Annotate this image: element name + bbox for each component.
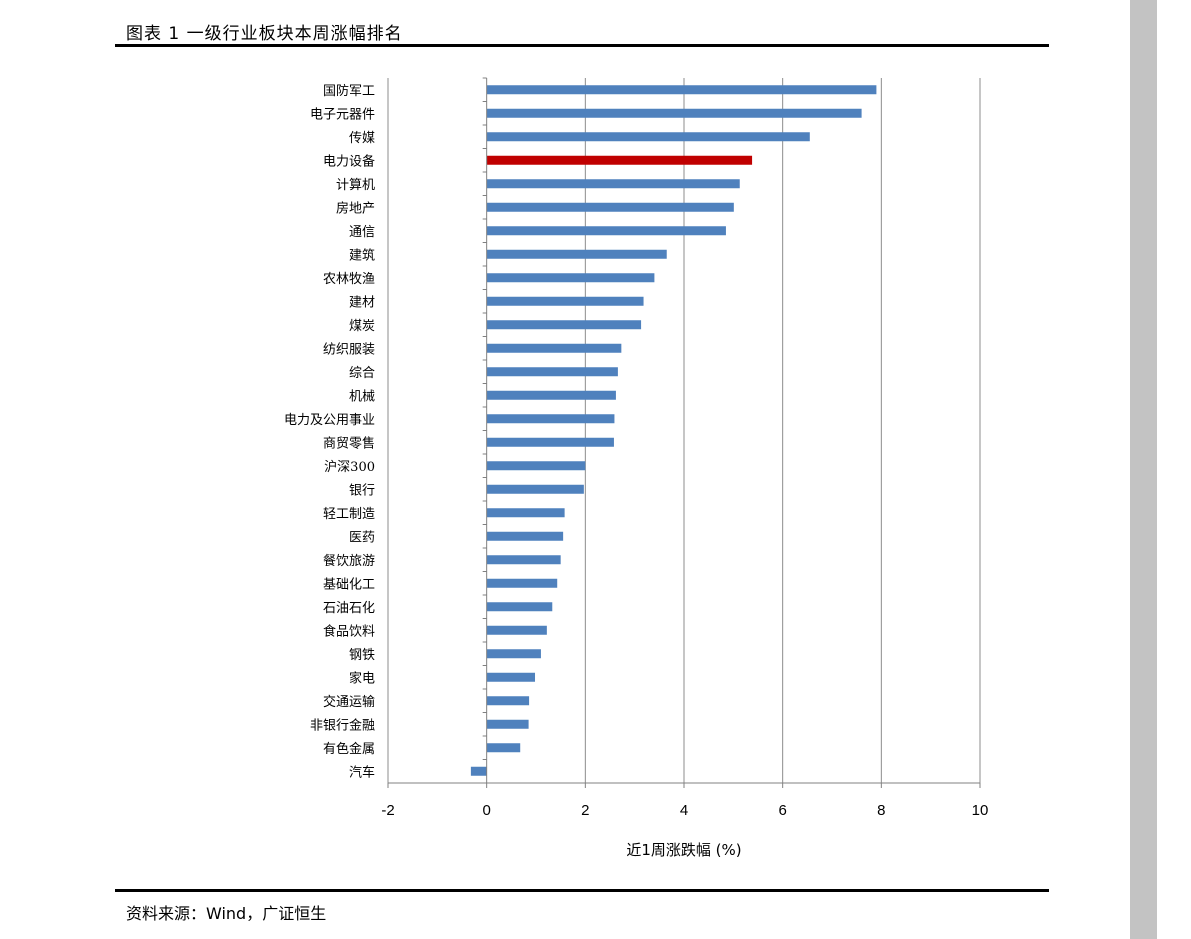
category-label: 钢铁	[349, 648, 375, 663]
category-label: 建筑	[349, 247, 375, 263]
bar	[486, 85, 877, 95]
category-label: 家电	[349, 670, 375, 686]
category-label: 商贸零售	[323, 435, 375, 451]
category-label: 机械	[349, 389, 375, 404]
bar	[486, 249, 667, 259]
bottom-rule	[115, 889, 1049, 892]
category-label: 基础化工	[323, 577, 375, 592]
x-tick-label: 4	[680, 802, 688, 819]
category-label: 医药	[349, 530, 375, 545]
category-label: 有色金属	[323, 741, 375, 757]
category-label: 食品饮料	[323, 623, 375, 639]
x-tick-label: -2	[381, 802, 394, 819]
bar	[486, 672, 536, 682]
bar	[486, 320, 642, 330]
bar	[486, 555, 561, 565]
category-label: 通信	[349, 225, 375, 240]
bar	[486, 132, 810, 142]
category-label: 综合	[349, 366, 375, 381]
bar	[486, 484, 584, 494]
bar	[486, 390, 616, 400]
category-label: 交通运输	[323, 694, 375, 710]
category-label: 建材	[349, 295, 375, 310]
bar	[486, 649, 541, 659]
category-label: 非银行金融	[310, 717, 375, 733]
source-note: 资料来源：Wind，广证恒生	[126, 904, 327, 923]
category-label: 沪深300	[324, 459, 375, 475]
x-tick-label: 10	[972, 802, 989, 819]
category-labels: 国防军工电子元器件传媒电力设备计算机房地产通信建筑农林牧渔建材煤炭纺织服装综合机…	[284, 83, 375, 781]
bar	[486, 578, 558, 588]
category-label: 房地产	[336, 200, 375, 216]
bar	[486, 226, 726, 236]
category-label: 电力及公用事业	[284, 413, 375, 428]
bar	[486, 743, 521, 753]
bar	[486, 414, 615, 424]
category-label: 银行	[349, 483, 375, 498]
bar	[486, 202, 734, 212]
x-tick-label: 2	[581, 802, 589, 819]
category-label: 餐饮旅游	[323, 553, 375, 569]
bar	[486, 602, 553, 612]
x-axis-label: 近1周涨跌幅 (%)	[626, 841, 741, 859]
x-tick-label: 0	[482, 802, 490, 819]
bars	[470, 85, 877, 776]
bar	[486, 437, 614, 447]
category-label: 纺织服装	[323, 342, 375, 357]
bar	[486, 179, 740, 189]
bar	[470, 766, 487, 776]
bar	[486, 343, 622, 353]
bar	[486, 625, 547, 635]
bar	[486, 367, 618, 377]
x-tick-label: 6	[778, 802, 786, 819]
bar	[486, 155, 753, 165]
bar	[486, 108, 862, 118]
category-label: 电力设备	[323, 153, 375, 169]
category-label: 轻工制造	[323, 507, 375, 522]
bar	[486, 461, 586, 471]
top-rule	[115, 44, 1049, 47]
category-label: 煤炭	[349, 319, 375, 334]
category-label: 农林牧渔	[323, 272, 375, 287]
bar	[486, 719, 529, 729]
figure-title: 图表 1 一级行业板块本周涨幅排名	[126, 24, 403, 44]
axes	[387, 77, 981, 788]
category-label: 传媒	[349, 131, 375, 146]
scrollbar[interactable]	[1130, 0, 1157, 939]
x-tick-label: 8	[877, 802, 885, 819]
bar	[486, 273, 655, 283]
bar	[486, 696, 530, 706]
category-label: 电子元器件	[310, 107, 375, 122]
x-tick-labels: -2 0 2 4 6 8 10	[381, 802, 988, 819]
gridlines	[387, 78, 981, 783]
category-label: 石油石化	[323, 601, 375, 616]
category-label: 汽车	[349, 764, 375, 780]
bar	[486, 508, 565, 518]
bar	[486, 296, 644, 306]
bar	[486, 531, 564, 541]
category-label: 计算机	[336, 178, 375, 193]
category-label: 国防军工	[323, 83, 375, 99]
